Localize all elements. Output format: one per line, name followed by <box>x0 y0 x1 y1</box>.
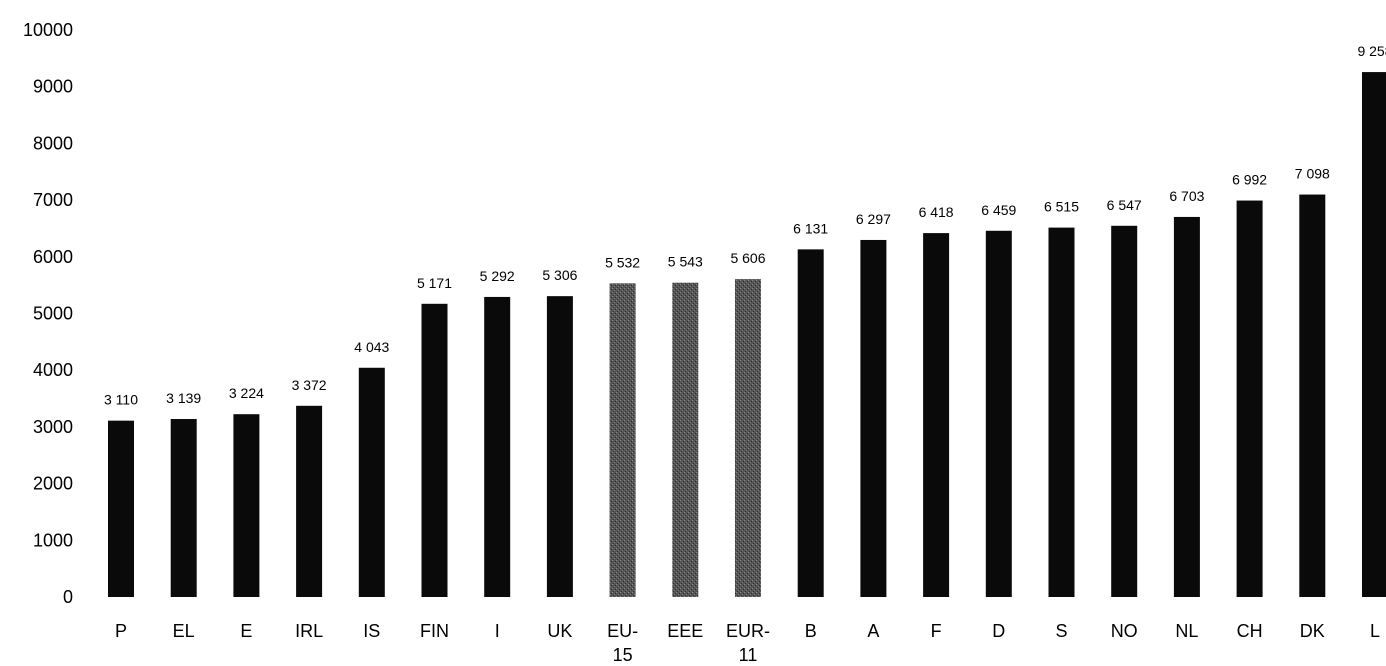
bar <box>1111 225 1138 597</box>
x-category-label: CH <box>1237 621 1263 641</box>
y-tick-label: 10000 <box>23 20 73 40</box>
bar-value-label: 6 992 <box>1232 172 1267 188</box>
x-category-label: EL <box>173 621 195 641</box>
x-category-label: NL <box>1175 621 1198 641</box>
x-category-label: EUR- <box>726 621 770 641</box>
x-category-label: P <box>115 621 127 641</box>
x-category-label: NO <box>1111 621 1138 641</box>
bar-value-label: 5 292 <box>480 268 515 284</box>
bar-value-label: 6 515 <box>1044 199 1079 215</box>
bar <box>923 233 950 597</box>
bar-value-label: 3 139 <box>166 390 201 406</box>
bar-value-label: 6 547 <box>1107 197 1142 213</box>
x-category-label: EEE <box>667 621 703 641</box>
bar <box>170 419 197 597</box>
bar-value-label: 6 297 <box>856 211 891 227</box>
bar <box>609 283 636 597</box>
y-tick-label: 6000 <box>33 247 73 267</box>
x-axis: P EL E IRL IS FIN I UK EU- 15 EEE EUR- 11 B A F D S NO NL CH… <box>115 621 1380 665</box>
bar-value-label: 9 258 <box>1357 43 1386 59</box>
x-category-label: F <box>931 621 942 641</box>
y-tick-label: 0 <box>63 587 73 607</box>
x-category-label: D <box>992 621 1005 641</box>
bar <box>1236 200 1263 598</box>
x-category-label: L <box>1370 621 1380 641</box>
bar <box>1299 194 1326 597</box>
y-axis: 0 1000 2000 3000 4000 5000 6000 7000 8000 9000 100… <box>23 20 73 607</box>
bar-value-label: 6 418 <box>919 204 954 220</box>
y-tick-label: 1000 <box>33 530 73 550</box>
bar-value-label: 6 459 <box>981 202 1016 218</box>
y-tick-label: 2000 <box>33 474 73 494</box>
bar-value-label: 6 703 <box>1169 188 1204 204</box>
bar-value-label: 5 532 <box>605 254 640 270</box>
x-category-label: EU- <box>607 621 638 641</box>
bar-value-label: 3 110 <box>104 392 138 408</box>
y-tick-label: 8000 <box>33 133 73 153</box>
y-tick-label: 7000 <box>33 190 73 210</box>
bar-value-label: 5 306 <box>542 267 577 283</box>
bar <box>484 296 511 597</box>
bar-value-label: 4 043 <box>354 339 389 355</box>
x-category-label: A <box>867 621 879 641</box>
bars <box>108 72 1386 598</box>
bar-value-label: 3 224 <box>229 385 264 401</box>
x-category-label: IS <box>363 621 380 641</box>
y-tick-label: 4000 <box>33 360 73 380</box>
bar <box>108 420 134 597</box>
x-category-label: 11 <box>739 645 758 665</box>
bar-value-label: 5 543 <box>668 254 703 270</box>
x-category-label: FIN <box>420 621 449 641</box>
x-category-label: UK <box>547 621 572 641</box>
y-tick-label: 9000 <box>33 77 73 97</box>
x-category-label: B <box>805 621 817 641</box>
bar <box>1048 227 1075 598</box>
bar-value-label: 5 606 <box>730 250 765 266</box>
data-labels: 3 110 3 139 3 224 3 372 4 043 5 171 5 292 5 306… <box>104 43 1386 408</box>
y-tick-label: 5000 <box>33 304 73 324</box>
bar <box>672 282 699 597</box>
bar <box>735 279 761 597</box>
bar-value-label: 7 098 <box>1295 166 1330 182</box>
bar <box>1173 216 1200 598</box>
x-category-label: E <box>240 621 252 641</box>
bar <box>1362 72 1386 597</box>
bar <box>296 405 323 597</box>
bar-value-label: 3 372 <box>292 377 327 393</box>
x-category-label: I <box>495 621 500 641</box>
bar <box>421 303 448 597</box>
y-tick-label: 3000 <box>33 417 73 437</box>
bar <box>797 249 824 597</box>
bar <box>860 239 887 598</box>
x-category-label: IRL <box>295 621 323 641</box>
bar <box>233 414 260 597</box>
x-category-label: S <box>1055 621 1067 641</box>
bar <box>985 230 1012 597</box>
bar <box>358 367 385 597</box>
bar-value-label: 5 171 <box>417 275 452 291</box>
x-category-label: DK <box>1300 621 1325 641</box>
bar <box>546 296 573 597</box>
x-category-label: 15 <box>613 645 633 665</box>
bar-value-label: 6 131 <box>793 220 828 236</box>
